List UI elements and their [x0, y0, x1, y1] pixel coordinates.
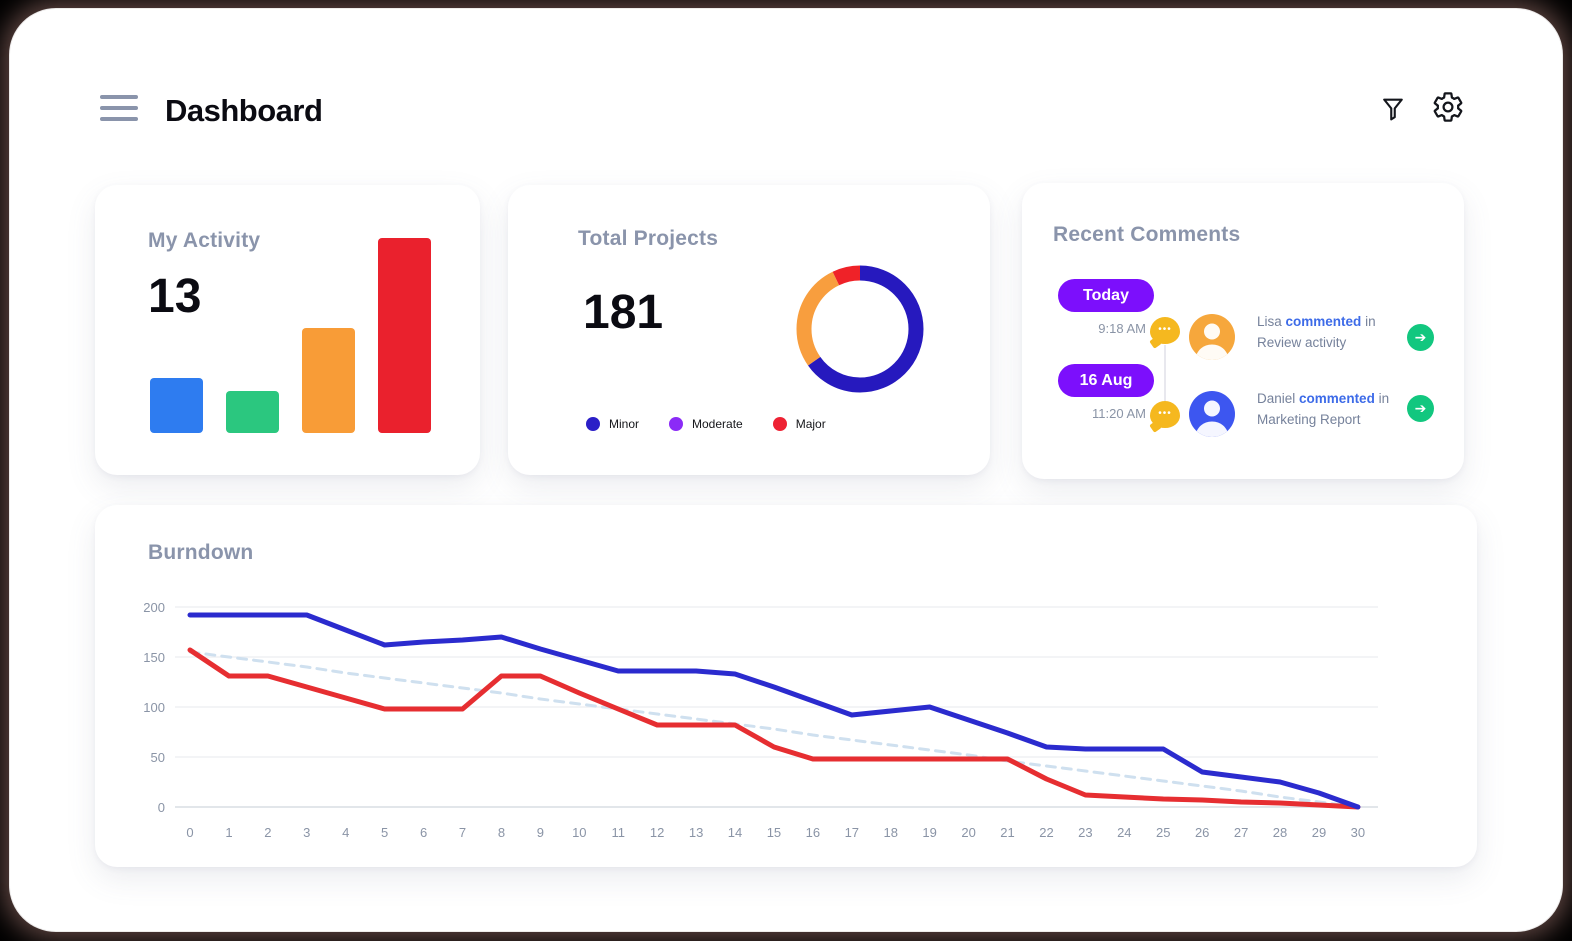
- settings-button[interactable]: [1431, 90, 1465, 124]
- x-axis-tick: 6: [420, 825, 427, 840]
- avatar: [1189, 391, 1235, 437]
- y-axis-tick: 200: [143, 600, 165, 615]
- x-axis-tick: 5: [381, 825, 388, 840]
- x-axis-tick: 0: [186, 825, 193, 840]
- date-badge-16-aug: 16 Aug: [1058, 364, 1154, 397]
- x-axis-tick: 20: [961, 825, 975, 840]
- comment-time: 9:18 AM: [1098, 321, 1146, 336]
- legend-item-moderate: Moderate: [669, 417, 743, 431]
- total-projects-card: Total Projects 181 Minor Moderate Major: [508, 185, 990, 475]
- y-axis-tick: 0: [158, 800, 165, 815]
- x-axis-tick: 13: [689, 825, 703, 840]
- comment-author: Lisa: [1257, 314, 1282, 329]
- y-axis-tick: 50: [151, 750, 165, 765]
- x-axis-tick: 30: [1351, 825, 1365, 840]
- x-axis-tick: 24: [1117, 825, 1131, 840]
- x-axis-tick: 18: [884, 825, 898, 840]
- burndown-title: Burndown: [148, 541, 254, 564]
- legend-label: Minor: [609, 417, 640, 431]
- legend-item-minor: Minor: [586, 417, 639, 431]
- y-axis-tick: 100: [143, 700, 165, 715]
- my-activity-card: My Activity 13: [95, 185, 480, 475]
- activity-bar: [378, 238, 431, 433]
- comment-text: Daniel commented in Marketing Report: [1257, 391, 1390, 427]
- burndown-ideal-dashed: [188, 650, 1360, 809]
- legend-label: Moderate: [692, 417, 743, 431]
- burndown-series-blue: [187, 612, 1361, 810]
- my-activity-value: 13: [148, 270, 202, 323]
- x-axis-tick: 25: [1156, 825, 1170, 840]
- comment-bubble-icon: •••: [1150, 401, 1180, 428]
- x-axis-tick: 16: [806, 825, 820, 840]
- recent-comments-title: Recent Comments: [1053, 223, 1241, 246]
- donut-segment-major: [796, 265, 924, 393]
- donut-segment-moderate: [796, 265, 924, 393]
- comment-target: Marketing Report: [1257, 412, 1361, 427]
- timeline-connector: [1164, 345, 1166, 401]
- x-axis-tick: 27: [1234, 825, 1248, 840]
- date-badge-today: Today: [1058, 279, 1154, 312]
- comment-bubble-icon: •••: [1150, 317, 1180, 344]
- x-axis-tick: 14: [728, 825, 742, 840]
- comment-target: Review activity: [1257, 335, 1347, 350]
- x-axis-tick: 15: [767, 825, 781, 840]
- x-axis-tick: 22: [1039, 825, 1053, 840]
- x-axis-tick: 23: [1078, 825, 1092, 840]
- x-axis-tick: 7: [459, 825, 466, 840]
- activity-bar: [150, 378, 203, 433]
- donut-legend: Minor Moderate Major: [586, 417, 826, 431]
- x-axis-tick: 28: [1273, 825, 1287, 840]
- activity-bar: [226, 391, 279, 433]
- page-title: Dashboard: [165, 93, 323, 128]
- avatar: [1189, 314, 1235, 360]
- projects-donut-chart: [796, 265, 924, 393]
- x-axis-tick: 2: [264, 825, 271, 840]
- activity-bar: [302, 328, 355, 433]
- total-projects-value: 181: [583, 286, 664, 339]
- app-window: Dashboard My Activity 13 Total Projects …: [10, 9, 1562, 931]
- comment-action: commented: [1299, 391, 1375, 406]
- x-axis-tick: 29: [1312, 825, 1326, 840]
- legend-label: Major: [795, 417, 826, 431]
- open-comment-button[interactable]: ➔: [1407, 324, 1434, 351]
- my-activity-title: My Activity: [148, 229, 261, 252]
- comment-action: commented: [1285, 314, 1362, 329]
- filter-button[interactable]: [1378, 94, 1408, 124]
- x-axis-tick: 12: [650, 825, 664, 840]
- x-axis-tick: 10: [572, 825, 586, 840]
- open-comment-button[interactable]: ➔: [1407, 395, 1434, 422]
- legend-dot: [669, 417, 684, 431]
- legend-dot: [772, 417, 787, 431]
- comment-time: 11:20 AM: [1092, 406, 1146, 421]
- total-projects-title: Total Projects: [578, 227, 719, 250]
- burndown-series-red: [187, 647, 1361, 810]
- comment-text: Lisa commented in Review activity: [1257, 314, 1376, 350]
- legend-dot: [586, 417, 600, 431]
- y-axis-tick: 150: [143, 650, 165, 665]
- funnel-icon: [1378, 94, 1408, 124]
- gear-icon: [1431, 90, 1465, 124]
- x-axis-tick: 21: [1000, 825, 1014, 840]
- burndown-card: Burndown 200 150 100 50 0 0 1 2 3 4 5 6 7 8 9 10 11 12 13 1…: [95, 505, 1477, 867]
- x-axis-tick: 3: [303, 825, 310, 840]
- recent-comments-card: Recent Comments Today 9:18 AM ••• Lisa c…: [1022, 183, 1464, 479]
- x-axis-tick: 1: [225, 825, 232, 840]
- legend-item-major: Major: [772, 417, 826, 431]
- activity-bar-chart: [150, 237, 431, 433]
- x-axis-tick: 4: [342, 825, 349, 840]
- x-axis-tick: 19: [922, 825, 936, 840]
- comment-author: Daniel: [1257, 391, 1296, 406]
- x-axis-tick: 11: [611, 825, 625, 840]
- menu-icon[interactable]: [100, 95, 138, 121]
- x-axis-tick: 9: [537, 825, 544, 840]
- x-axis-tick: 17: [845, 825, 859, 840]
- x-axis-tick: 26: [1195, 825, 1209, 840]
- x-axis-tick: 8: [498, 825, 505, 840]
